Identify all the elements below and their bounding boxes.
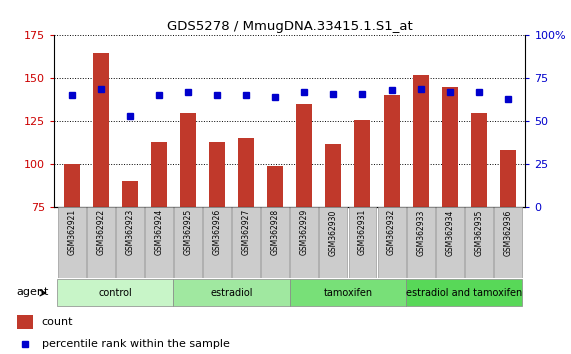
Bar (319, 207, 347, 278)
Text: GSM362923: GSM362923 (126, 209, 134, 256)
Text: GSM362933: GSM362933 (416, 209, 425, 256)
Title: GDS5278 / MmugDNA.33415.1.S1_at: GDS5278 / MmugDNA.33415.1.S1_at (167, 20, 413, 33)
Text: GSM362925: GSM362925 (183, 209, 192, 256)
Text: GSM362929: GSM362929 (300, 209, 309, 256)
Bar (87, 207, 115, 278)
Bar (290, 279, 406, 307)
Text: GSM362930: GSM362930 (329, 209, 338, 256)
Bar (122, 181, 138, 207)
Bar (377, 207, 405, 278)
Bar (174, 279, 290, 307)
Bar (232, 207, 260, 278)
Text: estradiol and tamoxifen: estradiol and tamoxifen (406, 288, 522, 298)
Bar (174, 207, 202, 278)
Text: estradiol: estradiol (210, 288, 253, 298)
Bar (93, 52, 108, 207)
Bar (494, 207, 522, 278)
Text: GSM362931: GSM362931 (358, 209, 367, 256)
Text: GSM362922: GSM362922 (96, 209, 105, 255)
Bar (406, 279, 522, 307)
Text: GSM362924: GSM362924 (154, 209, 163, 256)
Bar (238, 138, 254, 207)
Bar (145, 207, 173, 278)
Bar (384, 96, 400, 207)
Bar (436, 207, 464, 278)
Bar (407, 207, 435, 278)
Bar (116, 207, 144, 278)
Bar (291, 207, 318, 278)
Text: GSM362932: GSM362932 (387, 209, 396, 256)
Text: GSM362936: GSM362936 (504, 209, 512, 256)
Text: GSM362928: GSM362928 (271, 209, 280, 255)
Bar (267, 166, 283, 207)
Bar (64, 164, 80, 207)
Text: GSM362927: GSM362927 (242, 209, 251, 256)
Bar (348, 207, 376, 278)
Bar (413, 75, 429, 207)
Bar (500, 150, 516, 207)
Text: GSM362934: GSM362934 (445, 209, 454, 256)
Bar (471, 113, 487, 207)
Bar (203, 207, 231, 278)
Text: GSM362921: GSM362921 (67, 209, 76, 255)
Bar (465, 207, 493, 278)
Bar (325, 144, 341, 207)
Text: GSM362935: GSM362935 (475, 209, 483, 256)
Text: agent: agent (16, 287, 49, 297)
Bar (17, 315, 33, 329)
Bar (442, 87, 458, 207)
Bar (296, 104, 312, 207)
Bar (180, 113, 196, 207)
Bar (209, 142, 225, 207)
Text: GSM362926: GSM362926 (212, 209, 222, 256)
Text: count: count (42, 317, 73, 327)
Bar (57, 279, 174, 307)
Bar (262, 207, 289, 278)
Text: control: control (98, 288, 132, 298)
Text: tamoxifen: tamoxifen (323, 288, 372, 298)
Text: percentile rank within the sample: percentile rank within the sample (42, 339, 230, 349)
Bar (151, 142, 167, 207)
Bar (355, 120, 371, 207)
Bar (58, 207, 86, 278)
